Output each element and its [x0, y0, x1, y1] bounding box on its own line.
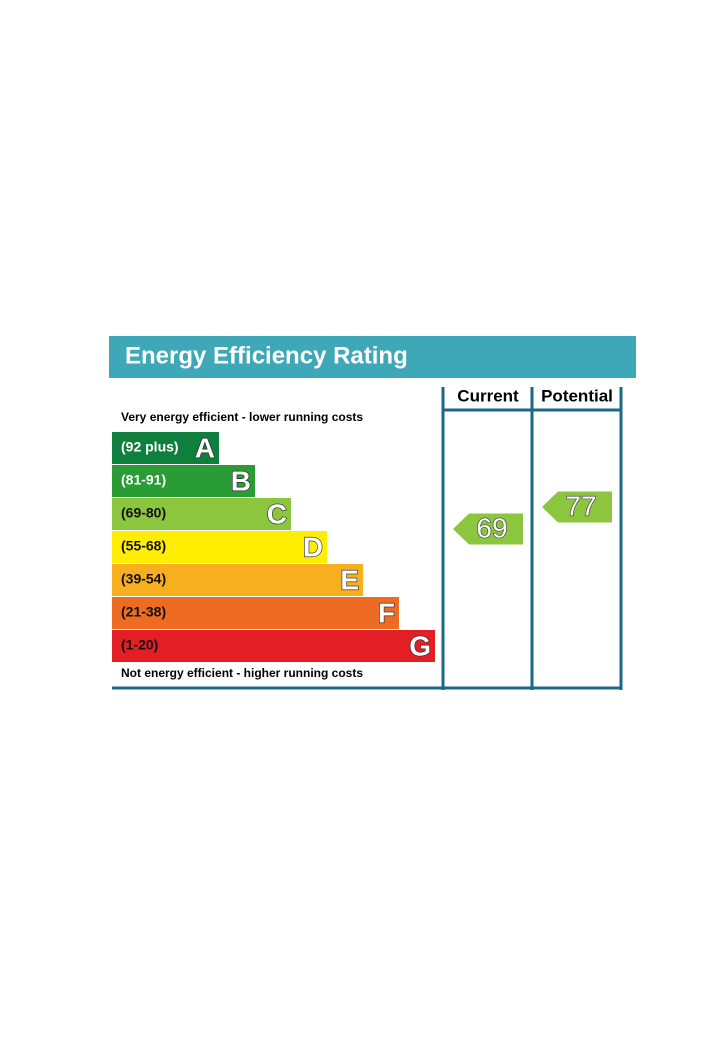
- rating-arrow: [453, 513, 523, 545]
- band-range: (1-20): [121, 637, 158, 653]
- rating-arrow: [542, 491, 612, 523]
- band-range: (69-80): [121, 505, 166, 521]
- bottom-note: Not energy efficient - higher running co…: [121, 666, 363, 680]
- band-letter: F: [378, 597, 395, 628]
- rating-value: 69: [476, 512, 507, 543]
- band-letter: B: [231, 465, 251, 496]
- band-letter: A: [195, 432, 215, 463]
- band-range: (81-91): [121, 472, 166, 488]
- band-letter: E: [340, 564, 359, 595]
- band: [112, 465, 255, 497]
- frame: [112, 387, 623, 690]
- band-letter: G: [409, 630, 431, 661]
- band-letter: C: [267, 498, 287, 529]
- band: [112, 630, 435, 662]
- band: [112, 498, 291, 530]
- band: [112, 531, 327, 563]
- band: [112, 564, 363, 596]
- top-note: Very energy efficient - lower running co…: [121, 410, 363, 424]
- column-header: Current: [457, 386, 519, 405]
- band-range: (55-68): [121, 538, 166, 554]
- band: [112, 597, 399, 629]
- band-range: (92 plus): [121, 439, 179, 455]
- band: [112, 432, 219, 464]
- band-letter: D: [303, 531, 323, 562]
- rating-value: 77: [565, 490, 596, 521]
- title-bar: [109, 336, 636, 378]
- band-range: (21-38): [121, 604, 166, 620]
- column-header: Potential: [541, 386, 613, 405]
- chart-title: Energy Efficiency Rating: [125, 342, 408, 369]
- band-range: (39-54): [121, 571, 166, 587]
